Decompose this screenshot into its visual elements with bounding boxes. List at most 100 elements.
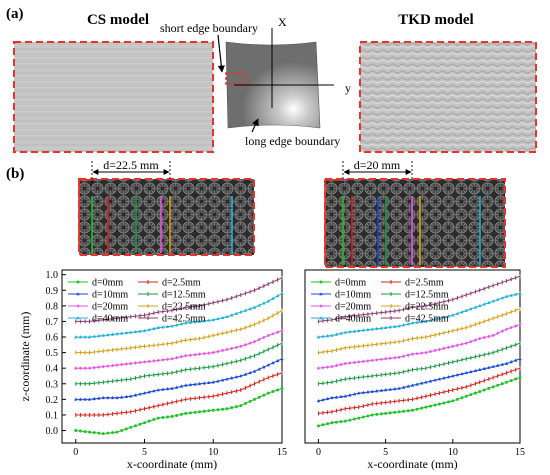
- data-point: [411, 408, 414, 412]
- data-point: [262, 393, 266, 397]
- data-point: [138, 360, 142, 365]
- data-point: [397, 410, 401, 414]
- data-point: [343, 419, 347, 423]
- data-point: [482, 302, 486, 306]
- series-d-2-5mm: [317, 366, 521, 416]
- data-point: [243, 372, 248, 376]
- data-point: [225, 407, 229, 411]
- cs-dimension-label: d=22.5 mm: [103, 158, 159, 172]
- data-point: [442, 401, 446, 405]
- data-point: [383, 325, 388, 329]
- data-point: [487, 386, 491, 390]
- data-point: [455, 311, 460, 315]
- data-point: [92, 431, 96, 435]
- data-point: [188, 382, 193, 387]
- data-point: [133, 393, 138, 397]
- tkd-cut-lines: [342, 196, 481, 265]
- y-tick-label: 0.4: [46, 364, 59, 375]
- data-point: [152, 418, 156, 422]
- data-point: [397, 386, 401, 390]
- y-tick-label: 1.0: [46, 270, 59, 281]
- data-point: [184, 321, 188, 325]
- data-point: [366, 359, 370, 363]
- series-d-40mm: [316, 291, 522, 339]
- data-point: [124, 394, 129, 399]
- short-edge-label: short edge boundary: [160, 21, 258, 35]
- data-point: [78, 335, 83, 339]
- data-point: [106, 333, 110, 337]
- data-point: [78, 366, 83, 370]
- data-point: [316, 424, 320, 428]
- data-point: [165, 324, 170, 328]
- series-line: [318, 292, 521, 338]
- data-point: [234, 311, 239, 315]
- data-point: [221, 348, 225, 353]
- data-point: [496, 331, 500, 336]
- data-point: [106, 395, 110, 400]
- data-point: [442, 346, 446, 351]
- data-point: [239, 310, 243, 314]
- data-point: [410, 352, 415, 356]
- data-point: [393, 324, 397, 328]
- data-point: [319, 292, 323, 296]
- data-point: [97, 431, 101, 435]
- data-point: [433, 317, 437, 321]
- data-point: [473, 305, 478, 309]
- x-tick-label: 0: [73, 447, 78, 458]
- data-point: [406, 409, 410, 413]
- legend-item: d=40mm: [311, 314, 371, 325]
- data-point: [92, 334, 96, 338]
- axis-x-label: X: [278, 15, 287, 29]
- data-point: [352, 329, 357, 333]
- data-point: [514, 324, 518, 328]
- data-point: [243, 342, 248, 347]
- data-point: [505, 380, 509, 384]
- data-point: [343, 394, 348, 398]
- data-point: [188, 353, 193, 357]
- data-point: [500, 382, 504, 386]
- data-point: [202, 381, 206, 385]
- data-point: [216, 349, 220, 354]
- data-point: [504, 361, 509, 365]
- tkd-lattice-image: [324, 178, 506, 268]
- series-line: [318, 308, 521, 354]
- data-point: [495, 363, 500, 367]
- data-point: [357, 328, 361, 333]
- data-point: [401, 385, 406, 389]
- data-point: [74, 366, 78, 370]
- series-line: [75, 387, 283, 435]
- data-point: [500, 296, 504, 300]
- data-point: [420, 351, 424, 355]
- data-point: [379, 388, 384, 392]
- data-point: [152, 359, 156, 363]
- data-point: [410, 383, 415, 387]
- data-point: [111, 363, 115, 368]
- data-point: [193, 410, 197, 414]
- data-point: [496, 383, 500, 387]
- data-point: [379, 326, 384, 330]
- legend-label: d=42.5mm: [405, 314, 449, 325]
- data-point: [469, 393, 473, 397]
- legend-label: d=10mm: [92, 290, 128, 301]
- legend-label: d=0mm: [92, 278, 123, 289]
- data-point: [366, 390, 370, 394]
- data-point: [174, 385, 179, 389]
- legend: d=0mm d=2.5mm d=10mm d=12.5mm d=20mm d=22.5mm…: [68, 278, 206, 325]
- data-point: [161, 416, 165, 420]
- data-point: [83, 397, 87, 401]
- cs-lattice-edge-marker: [78, 179, 92, 252]
- data-point: [239, 404, 243, 408]
- data-point: [78, 429, 82, 433]
- data-point: [225, 377, 229, 381]
- data-point: [243, 308, 248, 312]
- data-point: [252, 369, 257, 373]
- legend-item: d=40mm: [68, 314, 128, 325]
- data-point: [248, 399, 252, 403]
- series-d-12-5mm: [75, 341, 283, 386]
- data-point: [406, 384, 410, 388]
- data-point: [375, 326, 379, 330]
- data-point: [429, 404, 433, 408]
- data-point: [188, 320, 193, 324]
- data-point: [428, 349, 433, 354]
